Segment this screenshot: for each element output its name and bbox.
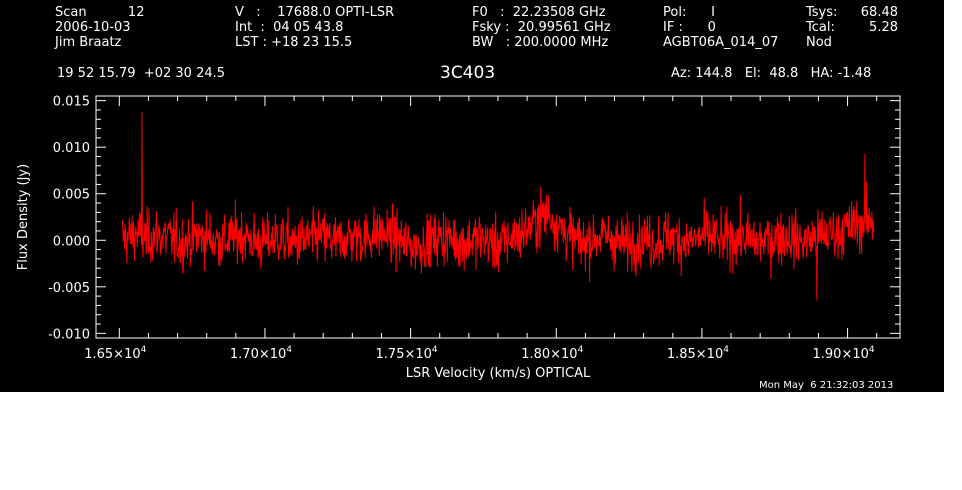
observer-line: Jim Braatz — [55, 35, 122, 50]
source-coordinates: 19 52 15.79 +02 30 24.5 — [57, 66, 226, 81]
x-tick-label: 1.75×104 — [376, 345, 438, 362]
y-tick-label: 0.015 — [53, 95, 90, 110]
velocity-info: V : 17688.0 OPTI-LSR Int : 04 05 43.8 LST … — [235, 5, 394, 50]
frequency-info: F0 : 22.23508 GHz Fsky : 20.99561 GHz BW :… — [472, 5, 611, 50]
scan-info: Scan 12 2006-10-03 Jim Braatz — [55, 5, 144, 50]
x-tick-label: 1.90×104 — [813, 345, 875, 362]
scan-line: Scan 12 — [55, 5, 145, 20]
system-values: 68.48 5.28 — [843, 5, 898, 35]
x-axis-label: LSR Velocity (km/s) OPTICAL — [406, 366, 591, 381]
tsys-value: 68.48 — [860, 5, 898, 20]
velocity-line: V : 17688.0 OPTI-LSR — [235, 5, 395, 20]
system-labels: Tsys: Tcal: Nod — [806, 5, 837, 50]
bandwidth-line: BW : 200.0000 MHz — [472, 35, 609, 50]
f0-line: F0 : 22.23508 GHz — [472, 5, 606, 20]
spectrum-line — [121, 111, 875, 301]
date-line: 2006-10-03 — [55, 20, 131, 35]
polarization-info: Pol: I IF : 0 AGBT06A_014_07 — [663, 5, 778, 50]
if-line: IF : 0 — [663, 20, 716, 35]
tcal-value: 5.28 — [869, 20, 898, 35]
source-name: 3C403 — [440, 63, 496, 83]
lst-line: LST : +18 23 15.5 — [235, 35, 353, 50]
azimuth-elevation: Az: 144.8 El: 48.8 HA: -1.48 — [671, 66, 872, 81]
y-tick-label: -0.010 — [48, 327, 90, 342]
fsky-line: Fsky : 20.99561 GHz — [472, 20, 611, 35]
pol-line: Pol: I — [663, 5, 715, 20]
tcal-label: Tcal: — [806, 20, 835, 35]
x-tick-label: 1.70×104 — [230, 345, 292, 362]
x-tick-label: 1.80×104 — [521, 345, 583, 362]
y-axis-label: Flux Density (Jy) — [16, 164, 31, 270]
mode-label: Nod — [806, 35, 832, 50]
spectrum-chart: 1.65×104 1.70×104 1.75×104 1.80×104 1.85×104… — [16, 95, 901, 381]
y-tick-label: 0.010 — [53, 141, 90, 156]
y-tick-label: -0.005 — [48, 281, 90, 296]
plot-panel: Scan 12 2006-10-03 Jim Braatz V : 17688.0 … — [0, 0, 944, 392]
x-tick-label: 1.85×104 — [667, 345, 729, 362]
integration-line: Int : 04 05 43.8 — [235, 20, 344, 35]
plot-frame — [95, 95, 901, 339]
x-tick-label: 1.65×104 — [84, 345, 146, 362]
spectrum-trace-layer — [121, 111, 875, 301]
project-line: AGBT06A_014_07 — [663, 35, 779, 50]
y-tick-label: 0.000 — [53, 234, 90, 249]
y-tick-label: 0.005 — [53, 188, 90, 203]
axis-ticks: 1.65×104 1.70×104 1.75×104 1.80×104 1.85×104… — [48, 95, 900, 362]
tsys-label: Tsys: — [806, 5, 838, 20]
timestamp: Mon May 6 21:32:03 2013 — [759, 380, 894, 391]
